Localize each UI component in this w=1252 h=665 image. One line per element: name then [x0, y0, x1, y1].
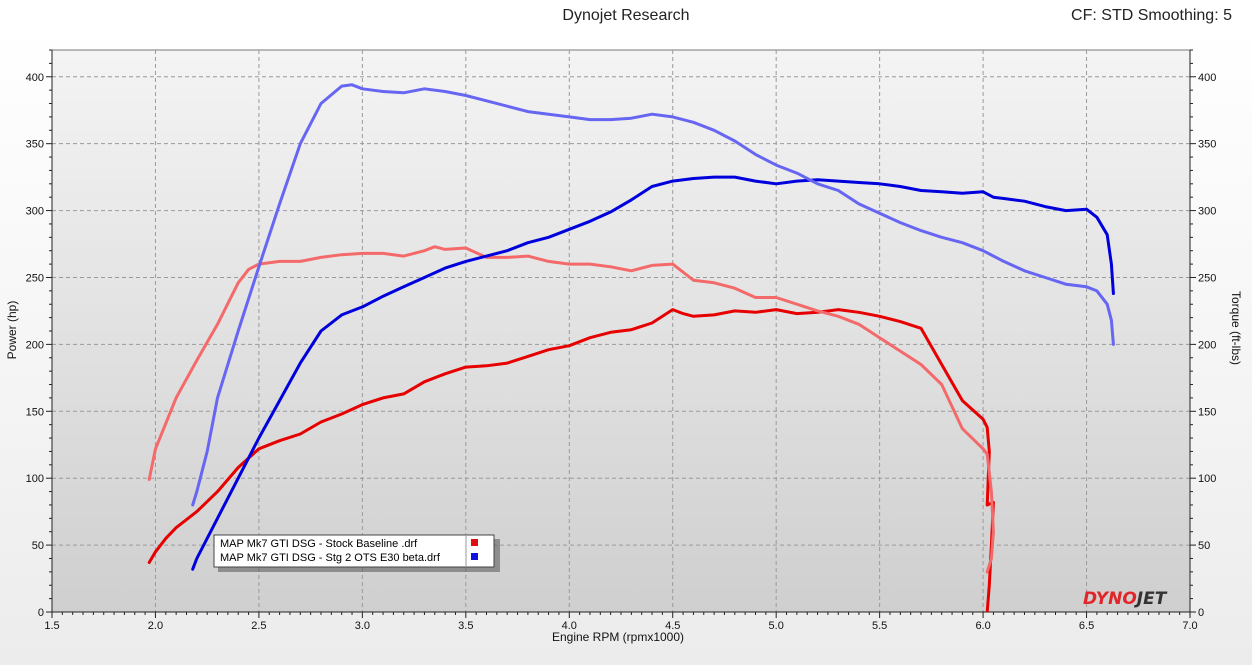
y-tick-label-left: 350 — [26, 139, 44, 151]
y-tick-label-right: 150 — [1198, 406, 1216, 418]
chart-title: Dynojet Research — [562, 7, 690, 24]
y-axis-left: 0 50 100 150 200 250 300 350 400 — [26, 49, 53, 619]
x-tick-label: 6.5 — [1079, 620, 1094, 632]
dynojet-logo: DYNOJET — [1083, 589, 1168, 609]
y-tick-label-right: 350 — [1198, 139, 1216, 151]
y-tick-label-right: 200 — [1198, 339, 1216, 351]
y-tick-label-right: 0 — [1198, 607, 1204, 619]
x-tick-label: 2.0 — [148, 620, 163, 632]
legend: MAP Mk7 GTI DSG - Stock Baseline .drf MA… — [213, 534, 500, 572]
logo-text-dyno: DYNO — [1083, 589, 1137, 609]
x-tick-label: 3.0 — [355, 620, 370, 632]
y-tick-label-left: 150 — [26, 406, 44, 418]
legend-label-stock: MAP Mk7 GTI DSG - Stock Baseline .drf — [220, 538, 418, 550]
y-tick-label-right: 100 — [1198, 473, 1216, 485]
x-tick-label: 2.5 — [251, 620, 266, 632]
x-tick-label: 6.0 — [975, 620, 990, 632]
svg-text:DYNOJET: DYNOJET — [1083, 589, 1168, 609]
legend-swatch-stock — [471, 539, 478, 546]
y-tick-label-left: 300 — [26, 206, 44, 218]
y-tick-label-left: 0 — [38, 607, 44, 619]
y-tick-label-left: 200 — [26, 339, 44, 351]
x-tick-label: 5.0 — [769, 620, 784, 632]
y-tick-label-right: 250 — [1198, 272, 1216, 284]
correction-factor-label: CF: STD Smoothing: 5 — [1071, 7, 1232, 24]
series-line-stock-baseline-power — [147, 308, 995, 612]
series-layer — [147, 83, 1115, 612]
y-axis-right-title: Torque (ft-lbs) — [1229, 291, 1243, 365]
legend-swatch-stage2 — [471, 553, 478, 560]
x-tick-label: 4.0 — [562, 620, 577, 632]
series-line-stg-2-ots-e30-beta-power — [191, 175, 1115, 571]
y-tick-label-right: 50 — [1198, 540, 1210, 552]
y-tick-label-left: 50 — [32, 540, 44, 552]
x-tick-label: 4.5 — [665, 620, 680, 632]
x-tick-label: 7.0 — [1182, 620, 1197, 632]
x-tick-label: 3.5 — [458, 620, 473, 632]
series-line-stock-baseline-torque — [147, 245, 995, 574]
y-axis-right: 0 50 100 150 200 250 300 350 400 — [1189, 49, 1216, 619]
logo-text-jet: JET — [1134, 589, 1168, 609]
x-tick-label: 5.5 — [872, 620, 887, 632]
legend-label-stage2: MAP Mk7 GTI DSG - Stg 2 OTS E30 beta.drf — [220, 552, 441, 564]
series-line-stg-2-ots-e30-beta-torque — [191, 83, 1115, 507]
x-axis-title: Engine RPM (rpmx1000) — [552, 630, 684, 644]
y-tick-label-right: 300 — [1198, 206, 1216, 218]
y-tick-label-right: 400 — [1198, 72, 1216, 84]
y-tick-label-left: 250 — [26, 272, 44, 284]
y-tick-label-left: 100 — [26, 473, 44, 485]
y-tick-label-left: 400 — [26, 72, 44, 84]
y-axis-left-title: Power (hp) — [5, 301, 19, 360]
x-tick-label: 1.5 — [44, 620, 59, 632]
x-axis: 1.5 2.0 2.5 3.0 3.5 4.0 4.5 5.0 5.5 6.0 6.5 7.0 — [44, 611, 1198, 632]
